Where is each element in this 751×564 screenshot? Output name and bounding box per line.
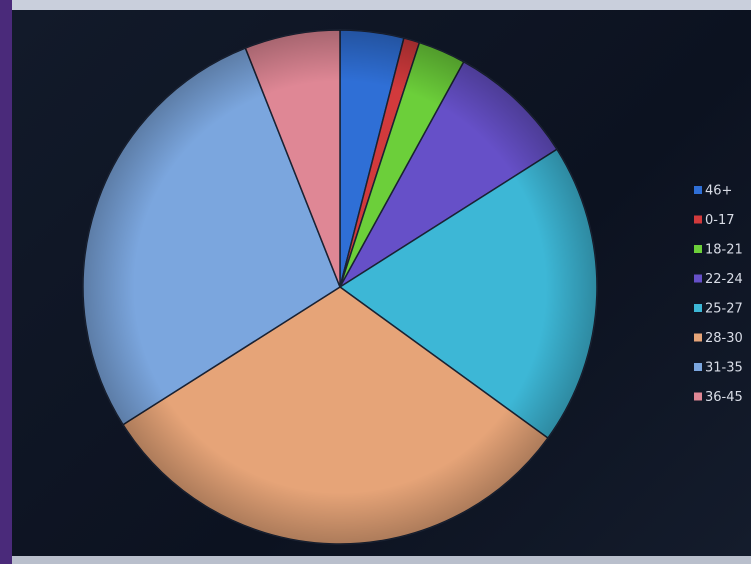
legend-swatch [694,304,702,312]
legend-swatch [694,334,702,342]
pie [83,30,597,544]
legend-label: 28-30 [705,331,743,346]
legend-label: 31-35 [705,361,743,376]
legend-swatch [694,216,702,224]
legend-label: 22-24 [705,272,743,287]
legend-swatch [694,275,702,283]
legend-swatch [694,186,702,194]
page: {"chart_data": {"type": "pie", "categori… [0,0,751,564]
legend-swatch [694,245,702,253]
legend-label: 36-45 [705,390,743,405]
chart: 46+ 0-17 18-21 22-24 25-27 28-30 31-35 36-45 [0,0,751,564]
legend-label: 46+ [705,184,732,199]
legend-label: 25-27 [705,302,743,317]
legend: 46+ 0-17 18-21 22-24 25-27 28-30 31-35 36-45 [694,184,743,406]
legend-swatch [694,363,702,371]
legend-swatch [694,393,702,401]
legend-label: 18-21 [705,243,743,258]
legend-label: 0-17 [705,213,735,228]
